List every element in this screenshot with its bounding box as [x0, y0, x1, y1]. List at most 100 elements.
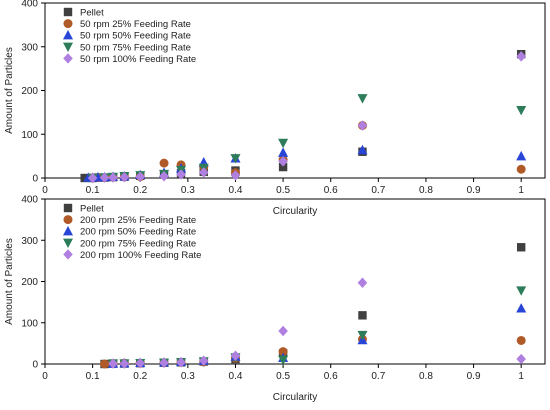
x-tick-label: 0.3 [181, 185, 195, 196]
x-tick-label: 0 [42, 371, 48, 382]
legend-marker [63, 7, 73, 17]
data-point [358, 311, 367, 320]
y-axis-label: Amount of Particles [4, 47, 15, 134]
data-point [516, 303, 527, 313]
legend-label: 50 rpm 25% Feeding Rate [80, 19, 191, 30]
x-tick-label: 0.7 [371, 371, 385, 382]
x-tick-label: 0.2 [133, 371, 147, 382]
data-point [516, 335, 526, 345]
y-tick-label: 100 [21, 130, 38, 141]
data-point [357, 94, 368, 104]
series-2 [108, 303, 527, 368]
legend-marker [63, 238, 73, 248]
y-tick-label: 100 [21, 318, 38, 329]
x-tick-label: 0.6 [324, 371, 338, 382]
legend-marker [63, 226, 73, 236]
legend-marker [63, 19, 73, 29]
y-tick-label: 300 [21, 236, 38, 247]
x-tick-label: 1 [518, 371, 524, 382]
y-tick-label: 200 [21, 277, 38, 288]
x-tick-label: 0 [42, 185, 48, 196]
x-tick-label: 0.4 [229, 185, 243, 196]
series-4 [87, 51, 526, 184]
legend-marker [63, 249, 73, 260]
series-3 [87, 94, 527, 184]
x-tick-label: 0.5 [276, 185, 290, 196]
data-point [99, 172, 110, 183]
legend-label: 200 rpm 100% Feeding Rate [80, 250, 201, 261]
legend-marker [63, 30, 73, 40]
series-3 [108, 286, 527, 369]
x-tick-label: 0.6 [324, 185, 338, 196]
series-0 [100, 243, 526, 369]
legend-marker [63, 42, 73, 52]
x-tick-label: 0.9 [467, 371, 481, 382]
bottom-panel: 0 0.1 0.2 0.3 0.4 0.5 0.6 0.7 0.8 0.9 1 0 100 200 300 4… [4, 195, 546, 403]
data-point [516, 243, 526, 252]
data-point [278, 156, 288, 167]
data-point [516, 51, 526, 62]
x-tick-label: 0.8 [419, 185, 433, 196]
series-0 [80, 49, 526, 183]
data-point [87, 172, 98, 184]
data-point [516, 105, 527, 116]
data-point [357, 120, 368, 131]
data-point [159, 171, 169, 182]
x-tick-label: 1 [518, 185, 524, 196]
data-point [108, 172, 118, 183]
data-point [108, 358, 118, 369]
data-point [278, 325, 288, 337]
legend-label: Pellet [80, 8, 104, 19]
data-point [119, 171, 130, 183]
data-point [230, 170, 241, 181]
y-tick-label: 0 [32, 360, 38, 371]
x-tick-label: 0.4 [229, 371, 243, 382]
legend-label: 200 rpm 50% Feeding Rate [80, 227, 196, 238]
legend-marker [63, 203, 73, 213]
y-tick-label: 200 [21, 86, 38, 97]
data-point [357, 277, 368, 288]
data-point [230, 154, 241, 164]
data-point [135, 171, 146, 182]
series-2 [83, 144, 527, 182]
legend-label: Pellet [80, 204, 104, 215]
legend-label: 200 rpm 25% Feeding Rate [80, 215, 196, 226]
data-point [119, 358, 130, 369]
y-tick-label: 300 [21, 42, 38, 53]
data-point [230, 350, 241, 361]
data-point [198, 167, 209, 178]
x-tick-label: 0.2 [133, 185, 147, 196]
data-point [516, 164, 526, 174]
data-point [159, 357, 169, 368]
legend-label: 50 rpm 50% Feeding Rate [80, 31, 191, 42]
data-point [516, 286, 527, 296]
data-point [278, 162, 288, 172]
data-point [100, 359, 110, 369]
data-point [176, 357, 186, 368]
data-point [516, 150, 527, 161]
x-tick-label: 0.7 [371, 185, 385, 196]
data-point [176, 169, 186, 180]
series-4 [108, 277, 526, 369]
data-point [357, 144, 368, 155]
y-tick-label: 0 [32, 174, 38, 185]
series-1 [88, 121, 526, 183]
legend-marker [63, 53, 73, 64]
x-tick-label: 0.3 [181, 371, 195, 382]
data-point [198, 355, 209, 366]
x-tick-label: 0.8 [419, 371, 433, 382]
data-point [80, 173, 89, 183]
x-tick-label: 0.1 [86, 371, 100, 382]
y-tick-label: 400 [21, 0, 38, 10]
legend-label: 200 rpm 75% Feeding Rate [80, 238, 196, 249]
legend-label: 50 rpm 75% Feeding Rate [80, 42, 191, 53]
data-point [357, 330, 368, 341]
top-panel: 0 0.1 0.2 0.3 0.4 0.5 0.6 0.7 0.8 0.9 1 0 100 200 300 4… [4, 0, 546, 217]
data-point [278, 138, 289, 149]
data-point [278, 147, 289, 157]
x-tick-label: 0.1 [86, 185, 100, 196]
